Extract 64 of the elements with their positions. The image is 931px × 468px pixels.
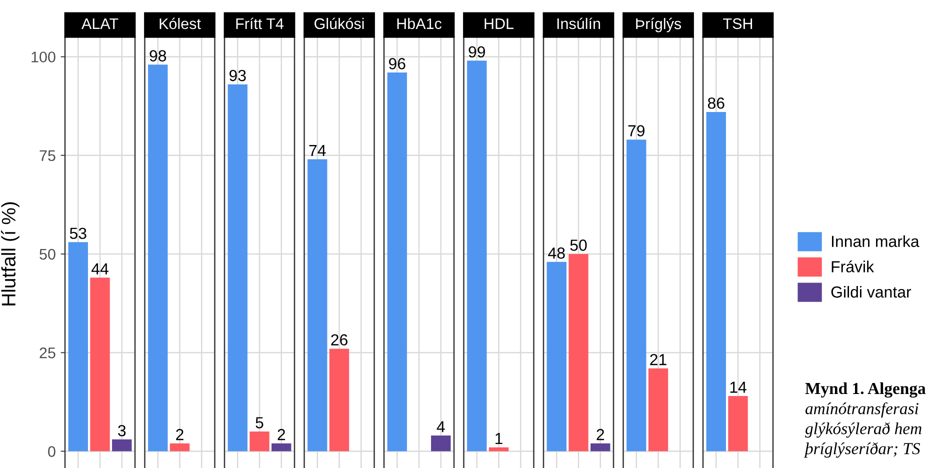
bar xyxy=(568,254,588,452)
data-label: 2 xyxy=(596,428,604,440)
data-label: 21 xyxy=(650,354,666,366)
data-label: 50 xyxy=(570,240,587,251)
data-label: 2 xyxy=(176,428,184,440)
x-tick-label: TSH xyxy=(723,18,752,30)
text: Mynd 1. Algenga xyxy=(805,382,926,398)
bar xyxy=(112,439,132,452)
bar xyxy=(648,368,668,452)
bar xyxy=(250,432,270,452)
data-label: 2 xyxy=(278,428,286,440)
data-label: 4 xyxy=(436,421,445,432)
data-label: 99 xyxy=(468,46,485,58)
text: amínótransferasi xyxy=(805,402,918,418)
y-tick-label: 0 xyxy=(48,446,56,457)
data-label: 26 xyxy=(331,334,348,346)
data-label: 79 xyxy=(628,125,644,136)
bar xyxy=(728,396,748,452)
x-tick-label: Frítt T4 xyxy=(236,18,284,30)
y-tick-label: 25 xyxy=(40,348,56,358)
bar xyxy=(148,64,168,452)
bar xyxy=(329,348,350,452)
legend-label: Gildi vantar xyxy=(831,286,912,298)
bar xyxy=(488,447,509,452)
bar xyxy=(68,242,88,452)
data-label: 48 xyxy=(548,247,565,259)
legend-label: Innan marka xyxy=(832,235,920,248)
data-label: 5 xyxy=(256,417,264,428)
data-label: 1 xyxy=(496,433,502,444)
data-label: 3 xyxy=(118,424,126,436)
x-tick-label: HbA1c xyxy=(397,18,442,30)
bar xyxy=(272,443,292,452)
x-tick-label: HDL xyxy=(484,18,514,29)
y-tick-label: 75 xyxy=(40,150,56,162)
bar xyxy=(431,435,451,452)
y-axis-title: Hlutfall (í %) xyxy=(1,202,20,306)
data-label: 93 xyxy=(229,70,246,82)
bar xyxy=(170,443,190,452)
x-tick-label: Insúlín xyxy=(557,18,600,30)
bar xyxy=(90,278,110,452)
bar xyxy=(626,140,646,452)
y-tick-label: 50 xyxy=(40,248,56,260)
data-label: 53 xyxy=(70,228,86,240)
x-tick-label: ALAT xyxy=(81,18,118,29)
bar xyxy=(546,262,566,452)
data-label: 96 xyxy=(388,58,406,70)
bar xyxy=(308,159,328,452)
y-tick-label: 100 xyxy=(32,52,56,62)
data-label: 14 xyxy=(730,382,746,393)
bar xyxy=(590,443,610,452)
data-label: 44 xyxy=(91,263,108,274)
text: þríglýseríðar; TS xyxy=(804,442,920,458)
bar xyxy=(706,112,726,452)
data-label: 86 xyxy=(708,97,724,109)
x-tick-label: Kólest xyxy=(160,18,201,30)
legend-label: Frávik xyxy=(832,260,874,272)
bar xyxy=(467,60,487,452)
x-tick-label: Glúkósi xyxy=(314,18,364,30)
bar xyxy=(228,84,248,452)
x-tick-label: Þríglýs xyxy=(636,18,682,32)
text: glýkósýlerað hem xyxy=(805,422,922,438)
data-label: 74 xyxy=(309,145,326,156)
data-label: 98 xyxy=(150,50,166,62)
bar xyxy=(387,72,407,452)
